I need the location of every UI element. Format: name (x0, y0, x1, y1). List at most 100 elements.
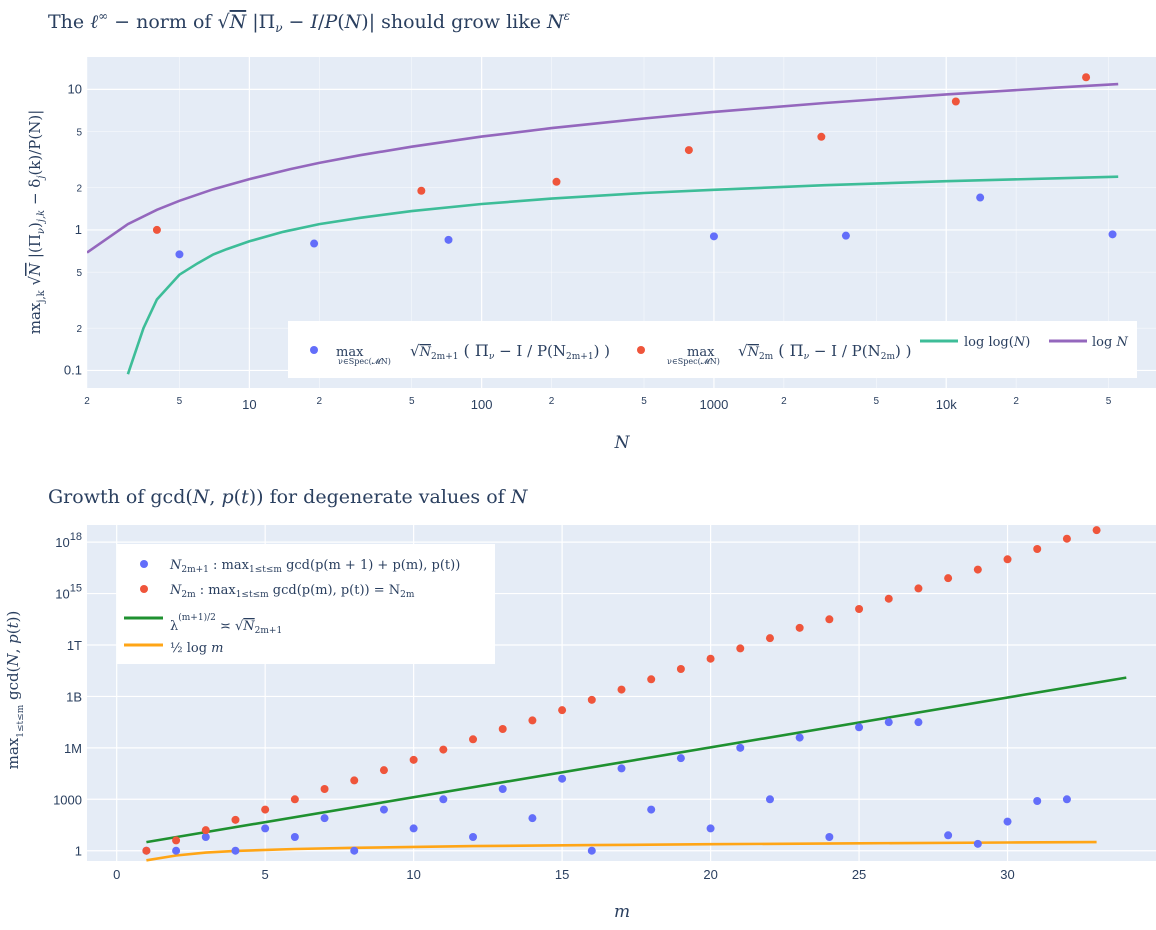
c2-point-s1[interactable] (884, 594, 893, 603)
c1-point-s1[interactable] (817, 132, 826, 141)
c2-point-s1[interactable] (172, 836, 181, 845)
c2-point-s1[interactable] (439, 745, 448, 754)
c2-point-s1[interactable] (587, 695, 596, 704)
c2-point-s0[interactable] (469, 833, 478, 841)
c2-xtick-label: 10 (406, 867, 420, 882)
c2-point-s1[interactable] (1033, 545, 1042, 553)
c2-point-s1[interactable] (1062, 534, 1071, 543)
c2-point-s1[interactable] (676, 665, 685, 673)
c2-point-s0[interactable] (231, 846, 240, 855)
c2-point-s1[interactable] (973, 565, 982, 574)
c1-point-s0[interactable] (841, 231, 850, 240)
c2-point-s1[interactable] (320, 785, 329, 793)
c2-point-s1[interactable] (528, 716, 537, 725)
c2-point-s0[interactable] (647, 805, 656, 814)
c2-point-s0[interactable] (1003, 817, 1012, 826)
chart-1: The ℓ∞ − norm of √N |Πν − I/P(N)| should… (26, 9, 1156, 453)
c2-point-s0[interactable] (825, 833, 834, 841)
c1-point-s0[interactable] (709, 232, 718, 241)
c2-point-s0[interactable] (765, 795, 774, 804)
c2-point-s0[interactable] (855, 723, 864, 732)
chart-2-legend: N2m+1 : max1≤t≤m gcd(p(m + 1) + p(m), p(… (117, 544, 495, 664)
c2-point-s0[interactable] (498, 785, 507, 793)
c2-point-s1[interactable] (469, 735, 478, 744)
c1-point-s1[interactable] (1082, 73, 1091, 82)
c2-point-s1[interactable] (765, 634, 774, 643)
legend-2-label-even[interactable]: N2m : max1≤t≤m gcd(p(m), p(t)) = N2m (169, 583, 415, 600)
c2-point-s0[interactable] (558, 774, 567, 783)
c2-point-s0[interactable] (617, 764, 626, 773)
c2-ytick-label: 1T (67, 638, 82, 653)
c2-point-s1[interactable] (914, 584, 923, 593)
c2-point-s1[interactable] (142, 846, 151, 855)
c1-point-s0[interactable] (444, 235, 453, 244)
c2-point-s0[interactable] (350, 846, 359, 855)
legend-1-marker-even[interactable] (637, 346, 645, 354)
c1-point-s0[interactable] (310, 239, 319, 248)
c2-xtick-label: 25 (852, 867, 866, 882)
c1-point-s1[interactable] (684, 146, 693, 155)
legend-2-marker-odd[interactable] (140, 560, 148, 568)
legend-1-marker-odd[interactable] (310, 346, 318, 354)
c1-point-s1[interactable] (417, 186, 426, 195)
c1-xtick-minor-label: 5 (641, 396, 647, 407)
c2-point-s1[interactable] (706, 654, 715, 663)
c1-point-s0[interactable] (175, 250, 184, 259)
c2-point-s0[interactable] (439, 795, 448, 804)
c2-point-s0[interactable] (736, 743, 745, 752)
c2-point-s0[interactable] (528, 814, 537, 823)
legend-1-label-loglog[interactable]: log log(N) (964, 335, 1030, 350)
c1-xtick-label: 100 (471, 397, 493, 412)
c2-point-s0[interactable] (676, 754, 685, 763)
c2-point-s1[interactable] (795, 623, 804, 632)
c2-point-s1[interactable] (201, 826, 210, 835)
c2-point-s1[interactable] (498, 725, 507, 733)
c1-point-s1[interactable] (552, 177, 561, 186)
c2-point-s0[interactable] (944, 831, 953, 840)
c2-point-s0[interactable] (379, 805, 388, 814)
c2-point-s0[interactable] (1062, 795, 1071, 804)
c2-point-s0[interactable] (587, 846, 596, 855)
c2-point-s0[interactable] (795, 733, 804, 742)
c2-point-s1[interactable] (617, 685, 626, 694)
c2-point-s1[interactable] (1092, 526, 1101, 535)
legend-1-label-logN[interactable]: log N (1092, 335, 1128, 350)
c2-point-s0[interactable] (261, 824, 270, 833)
chart-2-xlabel: m (614, 902, 630, 922)
c2-point-s1[interactable] (261, 805, 270, 814)
chart-1-ylabel: maxj,k √N |(Πν)j,k − δj(k)/P(N)| (26, 110, 47, 335)
c2-point-s0[interactable] (884, 718, 893, 727)
c2-point-s1[interactable] (736, 644, 745, 653)
c2-point-s0[interactable] (973, 839, 982, 848)
c2-point-s0[interactable] (409, 824, 418, 833)
c2-point-s1[interactable] (825, 615, 834, 624)
legend-2-label-halflog[interactable]: ½ log m (170, 641, 224, 656)
c2-point-s0[interactable] (1033, 797, 1042, 805)
c2-point-s1[interactable] (231, 815, 240, 824)
c2-point-s1[interactable] (647, 675, 656, 684)
c2-point-s0[interactable] (290, 833, 299, 841)
c2-point-s1[interactable] (558, 706, 567, 715)
legend-2-marker-even[interactable] (140, 585, 148, 593)
legend-2-label-odd[interactable]: N2m+1 : max1≤t≤m gcd(p(m + 1) + p(m), p(… (169, 558, 460, 575)
c2-point-s1[interactable] (290, 795, 299, 804)
c2-point-s0[interactable] (172, 846, 181, 855)
c2-point-s1[interactable] (1003, 555, 1012, 564)
c2-point-s1[interactable] (379, 766, 388, 775)
c2-point-s0[interactable] (201, 833, 210, 841)
c2-point-s1[interactable] (944, 574, 953, 583)
c1-point-s1[interactable] (152, 225, 161, 234)
c2-point-s0[interactable] (320, 814, 329, 823)
c1-ytick-minor-label: 5 (76, 128, 82, 139)
c1-point-s0[interactable] (1108, 230, 1117, 239)
c2-point-s1[interactable] (855, 605, 864, 613)
c2-point-s1[interactable] (409, 755, 418, 764)
c1-point-s1[interactable] (951, 97, 960, 106)
c2-xtick-label: 0 (113, 867, 120, 882)
c2-point-s0[interactable] (706, 824, 715, 833)
chart-2-series (142, 526, 1127, 862)
c2-point-s0[interactable] (914, 718, 923, 727)
c2-point-s1[interactable] (350, 776, 359, 785)
c2-xtick-label: 15 (555, 867, 569, 882)
c1-point-s0[interactable] (976, 193, 985, 202)
